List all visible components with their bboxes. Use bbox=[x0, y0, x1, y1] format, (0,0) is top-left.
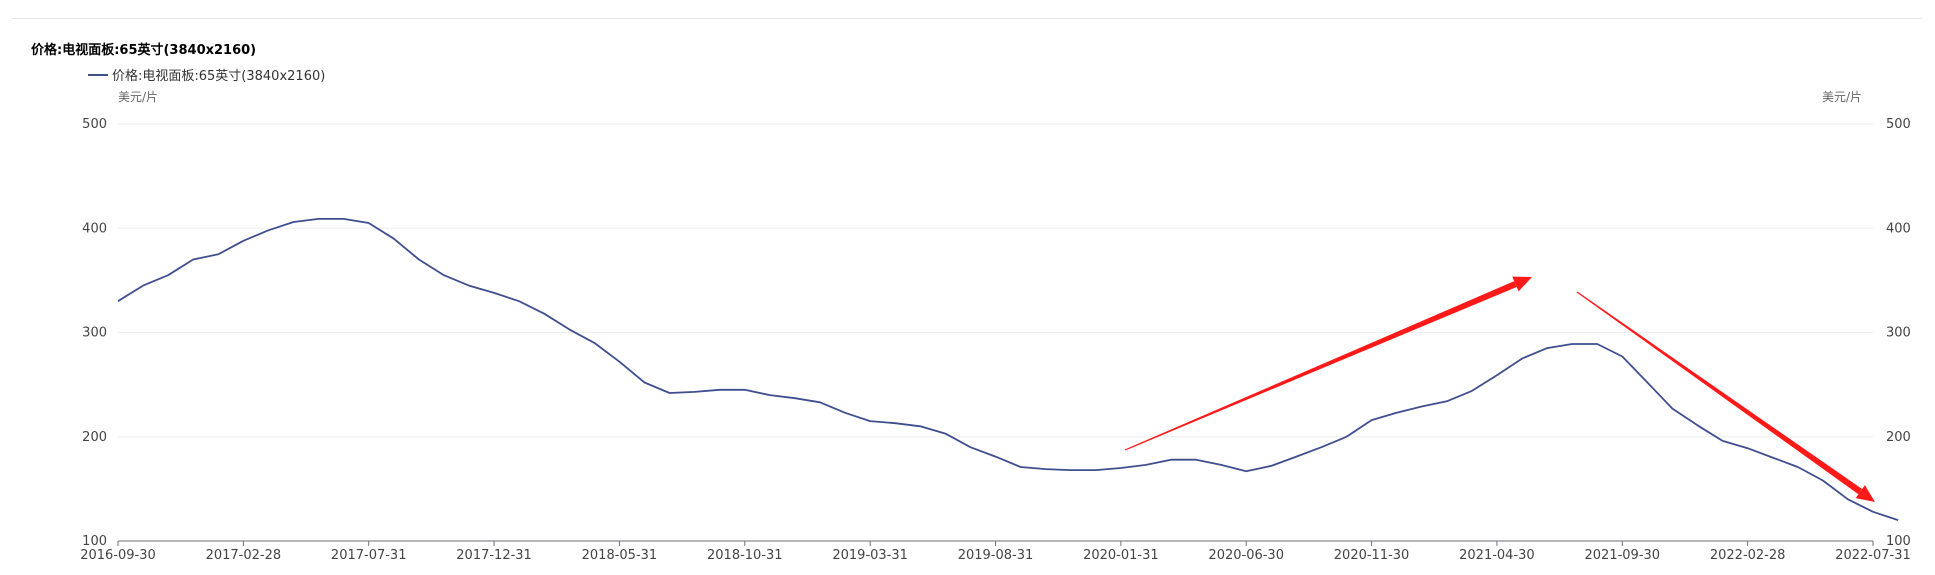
y-tick-label-left: 100 bbox=[82, 534, 107, 549]
x-tick-label: 2020-11-30 bbox=[1334, 548, 1410, 563]
y-tick-label-right: 300 bbox=[1886, 326, 1911, 341]
x-tick-label: 2022-02-28 bbox=[1710, 548, 1786, 563]
arrow-shaft bbox=[1576, 291, 1863, 495]
x-tick-label: 2018-05-31 bbox=[582, 548, 658, 563]
x-tick-label: 2019-08-31 bbox=[958, 548, 1034, 563]
x-tick-label: 2016-09-30 bbox=[80, 548, 156, 563]
x-tick-label: 2021-09-30 bbox=[1585, 548, 1661, 563]
y-tick-label-left: 500 bbox=[82, 117, 107, 132]
y-tick-label-right: 100 bbox=[1886, 534, 1911, 549]
x-tick-label: 2017-12-31 bbox=[456, 548, 532, 563]
y-tick-label-left: 200 bbox=[82, 430, 107, 445]
y-tick-label-right: 400 bbox=[1886, 221, 1911, 236]
arrow-head bbox=[1855, 485, 1875, 502]
annotation-arrow-up bbox=[1124, 276, 1532, 451]
legend-line-swatch bbox=[88, 73, 108, 76]
chart-card bbox=[12, 18, 1922, 569]
arrow-shaft bbox=[1124, 281, 1517, 451]
y-tick-label-right: 200 bbox=[1886, 430, 1911, 445]
chart-title: 价格:电视面板:65英寸(3840x2160) bbox=[31, 43, 257, 58]
x-tick-label: 2019-03-31 bbox=[832, 548, 908, 563]
x-tick-label: 2017-02-28 bbox=[206, 548, 282, 563]
x-tick-label: 2020-06-30 bbox=[1208, 548, 1284, 563]
y-tick-label-left: 400 bbox=[82, 221, 107, 236]
x-tick-label: 2022-07-31 bbox=[1835, 548, 1911, 563]
y-tick-label-right: 500 bbox=[1886, 117, 1911, 132]
series-line bbox=[117, 217, 1899, 521]
x-tick-label: 2021-04-30 bbox=[1459, 548, 1535, 563]
chart-legend[interactable]: 价格:电视面板:65英寸(3840x2160) bbox=[88, 65, 325, 84]
x-tick-label: 2020-01-31 bbox=[1083, 548, 1159, 563]
annotation-arrow-down bbox=[1576, 291, 1875, 502]
series-layer bbox=[117, 217, 1899, 521]
y-axis-unit-right: 美元/片 bbox=[1822, 90, 1863, 104]
x-tick-label: 2017-07-31 bbox=[331, 548, 407, 563]
legend-label: 价格:电视面板:65英寸(3840x2160) bbox=[112, 69, 326, 84]
y-tick-label-left: 300 bbox=[82, 326, 107, 341]
x-tick-label: 2018-10-31 bbox=[707, 548, 783, 563]
y-axis-unit-left: 美元/片 bbox=[118, 90, 159, 104]
annotation-arrows bbox=[1124, 276, 1875, 502]
axes: 100 100 200 200 300 300 400 400 500 500 2016-09-30… bbox=[80, 117, 1911, 563]
grid-lines bbox=[118, 123, 1873, 438]
arrow-head bbox=[1512, 276, 1532, 292]
